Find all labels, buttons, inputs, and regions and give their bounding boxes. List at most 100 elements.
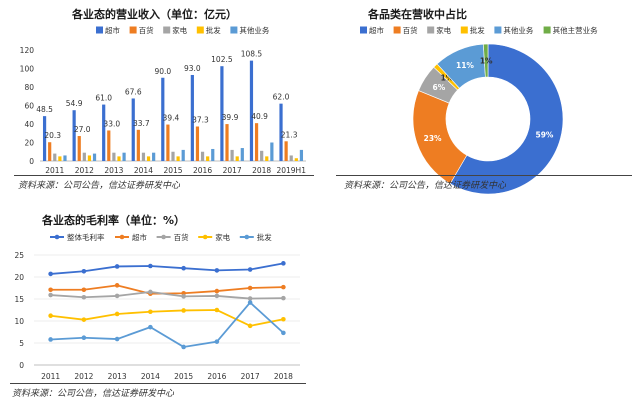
revenue-bar-0-2 [102,104,106,161]
margin-xtick-3: 2014 [141,372,160,381]
revenue-data-label-0-3: 67.6 [125,87,142,96]
revenue-bar-1-7 [254,123,259,161]
margin-series-line-2 [50,291,284,300]
share-data-label-4: 11% [456,61,474,70]
share-slice-0 [449,43,564,195]
revenue-data-label-0-2: 61.0 [95,94,112,103]
margin-point-2-1 [81,294,87,300]
share-legend-label-5: 其他主营业务 [553,25,598,35]
revenue-source-note: 资料来源：公司公告，信达证券研发中心 [18,181,181,191]
revenue-chart: 超市 百货 家电 批发 其他业务 0 20 40 60 80 100 120 2011 48.5 20.3 2… [20,25,307,175]
revenue-bar-3-8 [294,158,298,161]
margin-xtick-4: 2015 [174,372,193,381]
revenue-legend-label-3: 批发 [206,25,221,35]
revenue-bar-0-3 [131,98,135,161]
revenue-ytick-3: 60 [24,102,34,111]
revenue-xtick-0: 2011 [45,166,64,175]
margin-point-4-5 [214,339,220,344]
revenue-legend-label-2: 家电 [172,25,187,35]
revenue-bar-1-5 [195,126,200,161]
revenue-bar-0-1 [72,110,76,161]
margin-point-0-7 [281,261,286,266]
revenue-legend-label-0: 超市 [105,25,120,35]
share-legend-marker-0 [360,26,367,34]
revenue-bar-1-8 [284,141,288,161]
margin-xtick-0: 2011 [41,372,60,381]
revenue-bar-4-4 [181,149,185,161]
share-data-label-0: 59% [535,130,553,139]
revenue-data-label-1-8: 21.3 [281,130,298,139]
margin-point-2-5 [214,293,220,299]
margin-ytick-2: 10 [14,317,24,326]
revenue-bar-1-1 [77,136,81,161]
revenue-data-label-0-0: 48.5 [36,105,53,114]
share-source-rule [336,175,632,176]
margin-chart-title: 各业态的毛利率（单位：%） [42,214,186,227]
margin-series-line-3 [50,309,284,327]
margin-point-0-3 [148,263,153,269]
share-legend-label-2: 家电 [436,25,451,35]
revenue-ytick-1: 20 [24,139,34,148]
revenue-bar-4-2 [122,152,126,161]
margin-xtick-6: 2017 [241,372,260,381]
revenue-chart-panel: 各业态的营业收入（单位：亿元） 超市 百货 家电 批发 其他业务 0 20 40 60 80 100… [0,0,322,195]
margin-point-1-2 [114,283,120,288]
revenue-data-label-0-4: 90.0 [154,67,171,76]
revenue-bar-0-5 [190,74,194,161]
margin-ytick-3: 15 [14,295,24,304]
revenue-bar-0-8 [279,103,283,161]
margin-series-line-4 [50,301,284,348]
margin-legend-label-0: 整体毛利率 [67,232,105,242]
revenue-data-label-0-7: 108.5 [241,50,263,59]
share-source-note: 资料来源：公司公告，信达证券研发中心 [344,181,507,191]
margin-point-3-2 [114,311,120,317]
revenue-bar-3-5 [206,156,210,161]
revenue-xtick-4: 2015 [163,166,182,175]
revenue-bar-3-7 [265,156,269,161]
margin-legend-label-2: 百货 [174,232,189,242]
revenue-data-label-0-5: 93.0 [184,64,201,73]
margin-point-4-3 [148,324,153,330]
margin-point-3-5 [214,307,220,313]
margin-ytick-5: 25 [14,251,24,260]
revenue-bar-1-3 [136,129,140,161]
revenue-bar-4-6 [240,148,244,161]
revenue-legend-marker-4 [230,26,238,34]
share-legend-marker-1 [393,26,401,34]
margin-source-rule [10,383,306,384]
share-data-label-2: 6% [433,83,446,92]
revenue-bar-0-7 [249,60,254,162]
margin-point-0-1 [81,268,87,274]
revenue-bar-2-3 [141,152,146,161]
margin-point-2-7 [281,295,286,301]
revenue-bar-4-0 [63,155,67,161]
margin-point-1-6 [247,285,253,291]
revenue-bar-2-7 [260,150,264,161]
margin-point-2-4 [181,294,186,299]
revenue-data-label-1-7: 40.9 [251,112,268,121]
margin-point-0-2 [114,264,120,269]
revenue-data-label-1-1: 27.0 [74,125,91,134]
margin-point-4-4 [181,344,186,350]
revenue-bar-4-3 [152,152,156,161]
margin-point-3-0 [48,313,53,319]
revenue-data-label-0-6: 102.5 [211,55,233,64]
revenue-bar-0-4 [161,77,165,161]
margin-point-2-2 [114,293,120,299]
revenue-data-label-0-8: 62.0 [273,93,290,102]
revenue-data-label-1-2: 33.0 [103,119,120,128]
margin-point-1-7 [281,284,286,290]
margin-point-4-2 [114,336,120,342]
revenue-bar-0-6 [220,66,224,161]
revenue-xtick-8: 2019H1 [276,166,306,175]
margin-legend-dot-0 [54,234,60,240]
revenue-bar-2-1 [82,152,86,161]
revenue-bar-2-2 [112,152,116,161]
revenue-bar-3-6 [235,156,239,161]
revenue-bar-4-1 [92,153,97,161]
revenue-data-label-1-3: 33.7 [133,119,150,128]
margin-ytick-0: 0 [19,361,24,370]
margin-point-0-5 [214,268,220,273]
revenue-bar-1-6 [225,124,229,161]
revenue-xtick-5: 2016 [193,166,212,175]
